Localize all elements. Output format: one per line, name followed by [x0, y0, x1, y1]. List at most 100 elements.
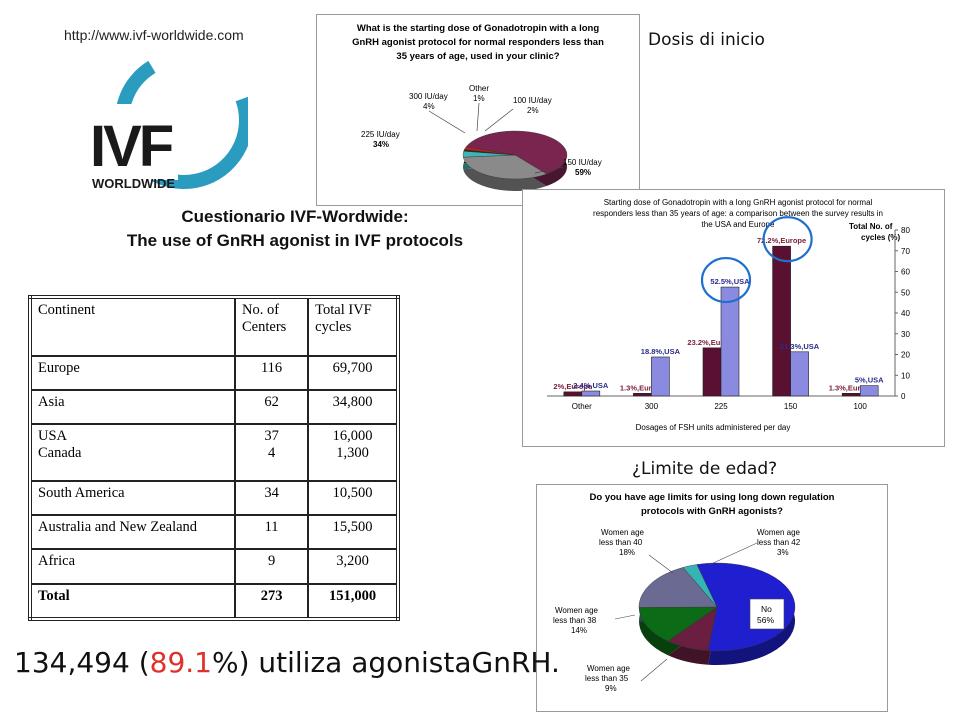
bar-label-usa: 18.8%,USA: [641, 347, 681, 356]
bar-label-europe: 1.3%,Europe: [620, 383, 665, 392]
bar-europe-Other: [563, 391, 583, 397]
bar-europe-225: [702, 347, 722, 397]
highlight-circle: [762, 216, 813, 263]
pie1-label-other: Other: [469, 84, 489, 93]
x-tick-label: 225: [714, 402, 728, 411]
bar-usa-150: [790, 351, 809, 397]
pie2-l35-3: 9%: [605, 684, 617, 693]
cell-text: South America: [38, 485, 125, 502]
pie1-pct-225: 34%: [373, 140, 389, 149]
pie1-label-300: 300 IU/day: [409, 92, 448, 101]
pie2-slice-2: [638, 606, 718, 642]
y-tick-label: 50: [901, 288, 910, 297]
continent-table-body: Continent No. of Centers Total IVF cycles Eur…: [29, 296, 399, 620]
website-url[interactable]: http://www.ivf-worldwide.com: [64, 27, 244, 43]
y-tick-label: 60: [901, 268, 910, 277]
bar-europe-100: [841, 393, 861, 397]
bar-title-2: responders less than 35 years of age: a …: [593, 209, 883, 218]
table-cell-continent: USA Canada: [29, 422, 236, 483]
pie1-slice-4: [463, 146, 516, 156]
ivf-worldwide-logo: IVF WORLDWIDE: [88, 51, 248, 191]
bar-label-usa: 52.5%,USA: [710, 277, 750, 286]
logo-subtext: WORLDWIDE: [92, 176, 175, 191]
pie1-slices: [462, 130, 568, 191]
table-row: USA Canada 37 4 16,000 1,300: [29, 422, 399, 483]
cell-text: 34,800: [332, 393, 373, 410]
table-row: Africa 9 3,200: [29, 548, 399, 585]
table-cell-cycles: 69,700: [307, 354, 399, 391]
bar-title-1: Starting dose of Gonadotropin with a lon…: [604, 198, 873, 207]
pie1-slice-0: [465, 130, 568, 175]
cell-text: Africa: [38, 553, 76, 570]
bar-usa-300: [651, 356, 670, 397]
table-cell-centers: 62: [233, 388, 310, 425]
table-cell-cycles: 10,500: [307, 480, 399, 517]
pie2-title-1: Do you have age limits for using long do…: [590, 492, 835, 503]
header-text: cycles: [315, 319, 352, 335]
cell-text: 11: [264, 519, 279, 536]
pie2-l38-3: 14%: [571, 626, 587, 635]
table-header-cell: Total IVF cycles: [307, 296, 399, 357]
survey-title: Cuestionario IVF-Wordwide: The use of Gn…: [60, 205, 530, 253]
table-header-cell: No. of Centers: [233, 296, 310, 357]
pie2-l40-2: less than 40: [599, 538, 643, 547]
pie2-l42-1: Women age: [757, 528, 801, 537]
bar-usa-225: [720, 286, 740, 397]
x-tick-label: 300: [645, 402, 659, 411]
cell-text: 273: [260, 587, 283, 604]
x-tick-label: 150: [784, 402, 798, 411]
dose-comparison-bar-panel: Starting dose of Gonadotropin with a lon…: [522, 189, 945, 447]
pie2-label-no: No: [761, 604, 772, 614]
pie1-pct-other: 1%: [473, 94, 485, 103]
table-cell-centers: 11: [233, 514, 310, 551]
y-tick-label: 20: [901, 351, 910, 360]
title-line-2: The use of GnRH agonist in IVF protocols: [126, 231, 464, 250]
table-cell-centers: 9: [233, 548, 310, 585]
table-cell-continent: Australia and New Zealand: [29, 514, 236, 551]
cell-text: 4: [267, 444, 276, 461]
y-tick-label: 80: [901, 226, 910, 235]
stat-percentage: 89.1: [149, 646, 212, 679]
cell-text: 9: [267, 553, 276, 570]
bar-xlabel: Dosages of FSH units administered per da…: [636, 423, 791, 432]
pie1-pct-300: 4%: [423, 102, 435, 111]
cell-text: Canada: [38, 444, 82, 461]
header-text: Continent: [38, 302, 96, 318]
pie2-slice-4: [682, 564, 718, 608]
cell-text: 1,300: [336, 444, 369, 461]
cell-text: Europe: [38, 359, 80, 376]
cell-text: 15,500: [332, 519, 373, 536]
cell-text: 69,700: [332, 359, 373, 376]
bar-ylabel-2: cycles (%): [861, 233, 900, 242]
cell-text: USA: [38, 427, 68, 444]
cell-text: 34: [264, 485, 279, 502]
table-cell-centers: 34: [233, 480, 310, 517]
cell-text: 116: [260, 359, 283, 376]
header-text: Centers: [242, 319, 287, 335]
y-tick-label: 30: [901, 330, 910, 339]
pie1-label-225: 225 IU/day: [361, 130, 400, 139]
age-limit-pie-chart: Do you have age limits for using long do…: [553, 492, 835, 693]
pie1-title-2: GnRH agonist protocol for normal respond…: [352, 37, 604, 48]
bar-usa-Other: [581, 390, 601, 397]
table-cell-cycles: 151,000: [307, 582, 399, 620]
table-row: Total 273 151,000: [29, 582, 399, 620]
bar-ylabel-1: Total No. of: [849, 222, 893, 231]
table-cell-continent: Total: [29, 582, 236, 620]
pie1-label-150: 150 IU/day: [563, 158, 602, 167]
starting-dose-pie-chart: What is the starting dose of Gonadotropi…: [352, 23, 604, 191]
x-tick-label: Other: [572, 402, 592, 411]
bar-label-europe: 72.2%,Europe: [757, 236, 806, 245]
cell-text: 37: [264, 427, 279, 444]
bar-label-usa: 5%,USA: [855, 376, 884, 385]
table-cell-centers: 273: [233, 582, 310, 620]
table-cell-centers: 116: [233, 354, 310, 391]
pie2-title-2: protocols with GnRH agonists?: [641, 506, 783, 517]
age-limit-pie-panel: Do you have age limits for using long do…: [536, 484, 888, 712]
pie2-l38-2: less than 38: [553, 616, 597, 625]
stat-suffix: %) utiliza agonistaGnRH.: [211, 646, 560, 679]
bar-label-usa: 2.4%,USA: [573, 381, 609, 390]
cell-text: 16,000: [332, 427, 373, 444]
y-tick-label: 40: [901, 309, 910, 318]
